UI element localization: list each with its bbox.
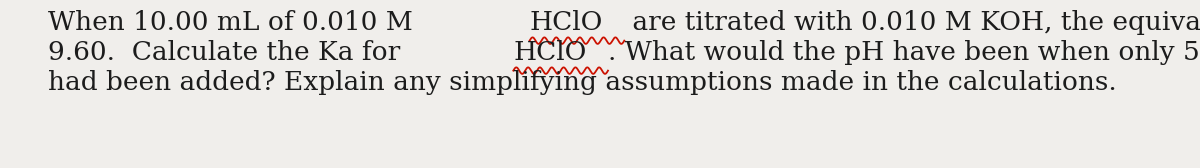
Text: When 10.00 mL of 0.010 M: When 10.00 mL of 0.010 M bbox=[48, 10, 421, 35]
Text: had been added? Explain any simplifying assumptions made in the calculations.: had been added? Explain any simplifying … bbox=[48, 70, 1117, 95]
Text: . What would the pH have been when only 5.00 mL of the KOH: . What would the pH have been when only … bbox=[608, 40, 1200, 65]
Text: are titrated with 0.010 M KOH, the equivalence point pH =: are titrated with 0.010 M KOH, the equiv… bbox=[624, 10, 1200, 35]
Text: HClO: HClO bbox=[529, 10, 602, 35]
Text: HClO: HClO bbox=[514, 40, 587, 65]
Text: 9.60.  Calculate the Ka for: 9.60. Calculate the Ka for bbox=[48, 40, 409, 65]
